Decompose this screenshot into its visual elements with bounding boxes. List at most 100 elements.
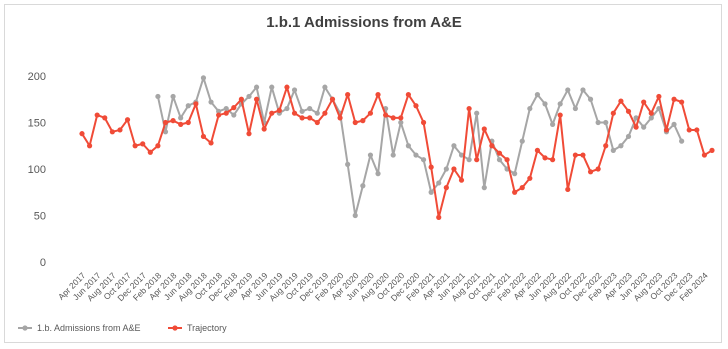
data-point — [284, 105, 290, 112]
data-point — [572, 105, 578, 112]
data-point — [246, 131, 252, 137]
data-point — [314, 110, 320, 116]
data-point — [147, 149, 153, 155]
legend-swatch-marker — [172, 325, 178, 331]
data-point — [580, 87, 586, 93]
data-point — [436, 214, 442, 220]
data-point — [246, 93, 252, 100]
data-point — [360, 183, 366, 189]
y-tick-label: 150 — [28, 118, 46, 130]
data-point — [671, 96, 677, 102]
data-point — [587, 96, 594, 102]
data-point — [291, 110, 298, 116]
data-point — [648, 110, 654, 116]
data-point — [398, 119, 404, 126]
data-point — [185, 119, 191, 126]
y-tick-label: 100 — [28, 164, 46, 176]
data-point — [443, 185, 449, 191]
data-point — [231, 105, 237, 111]
data-point — [694, 127, 700, 133]
data-point — [542, 101, 548, 107]
data-point — [314, 119, 320, 126]
data-point — [550, 157, 556, 163]
data-point — [178, 115, 184, 121]
data-point — [383, 112, 389, 118]
data-point — [345, 92, 351, 98]
data-point — [345, 161, 351, 167]
data-point — [413, 152, 419, 158]
data-point — [610, 110, 616, 116]
data-point — [291, 87, 298, 93]
data-point — [170, 93, 176, 100]
data-point — [390, 115, 396, 121]
data-point — [595, 119, 601, 126]
data-point — [360, 118, 366, 124]
data-point — [481, 126, 487, 132]
data-point — [79, 131, 85, 137]
data-point — [679, 138, 685, 144]
data-point — [193, 101, 199, 107]
data-point — [641, 124, 647, 130]
data-point — [352, 212, 358, 219]
data-point — [648, 115, 654, 121]
data-point — [162, 129, 169, 135]
data-point — [299, 108, 305, 114]
data-point — [413, 103, 419, 109]
data-point — [216, 112, 222, 118]
data-point — [140, 141, 146, 147]
data-point — [481, 185, 487, 191]
data-point — [223, 110, 229, 116]
data-point — [299, 115, 305, 121]
data-point — [587, 169, 594, 175]
legend-swatch-marker — [22, 325, 28, 331]
data-point — [565, 87, 571, 93]
data-point — [420, 119, 427, 126]
data-point — [496, 157, 503, 163]
data-point — [580, 152, 586, 158]
data-point — [512, 189, 518, 195]
data-point — [534, 92, 541, 98]
series-trajectory — [79, 84, 715, 220]
data-point — [375, 92, 381, 98]
data-point — [633, 124, 639, 130]
data-point — [534, 147, 541, 153]
data-point — [284, 84, 290, 90]
data-point — [625, 133, 632, 140]
data-point — [557, 101, 563, 107]
data-point — [102, 115, 108, 121]
y-axis: 0 50 100 150 200 — [28, 71, 46, 269]
data-point — [489, 143, 495, 149]
data-point — [595, 166, 601, 172]
data-point — [367, 110, 374, 116]
y-tick-label: 200 — [28, 71, 46, 83]
data-point — [238, 96, 244, 102]
data-point — [208, 99, 214, 105]
series-line — [156, 76, 683, 217]
data-point — [519, 185, 525, 191]
data-point — [178, 121, 184, 127]
data-point — [610, 147, 616, 153]
data-point — [307, 115, 313, 121]
data-point — [405, 92, 411, 98]
data-point — [557, 112, 563, 118]
data-point — [474, 110, 480, 116]
data-point — [398, 115, 404, 121]
data-point — [474, 157, 480, 163]
data-point — [641, 99, 647, 105]
data-point — [701, 152, 708, 158]
data-point — [132, 143, 138, 149]
data-point — [428, 164, 434, 170]
data-point — [253, 96, 260, 102]
data-point — [307, 105, 313, 112]
y-tick-label: 0 — [40, 257, 46, 269]
data-point — [527, 105, 533, 112]
data-point — [451, 166, 457, 172]
data-point — [679, 99, 685, 105]
data-point — [223, 105, 229, 112]
data-point — [550, 121, 556, 127]
data-point — [633, 115, 639, 121]
data-point — [117, 127, 123, 133]
data-point — [451, 143, 457, 149]
